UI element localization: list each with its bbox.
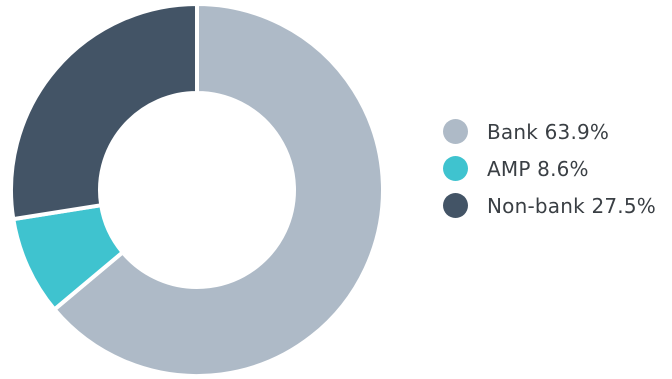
chart-legend: Bank 63.9% AMP 8.6% Non-bank 27.5% (443, 113, 672, 224)
donut-slice-bank (52, 2, 385, 378)
legend-swatch-non-bank (443, 193, 468, 218)
legend-swatch-bank (443, 119, 468, 144)
donut-slice-non-bank (9, 2, 199, 222)
legend-label-amp: AMP 8.6% (487, 156, 589, 181)
legend-item-bank: Bank 63.9% (443, 113, 672, 150)
legend-swatch-amp (443, 156, 468, 181)
legend-label-non-bank: Non-bank 27.5% (487, 193, 656, 218)
legend-item-amp: AMP 8.6% (443, 150, 672, 187)
legend-label-bank: Bank 63.9% (487, 119, 610, 144)
legend-item-non-bank: Non-bank 27.5% (443, 187, 672, 224)
